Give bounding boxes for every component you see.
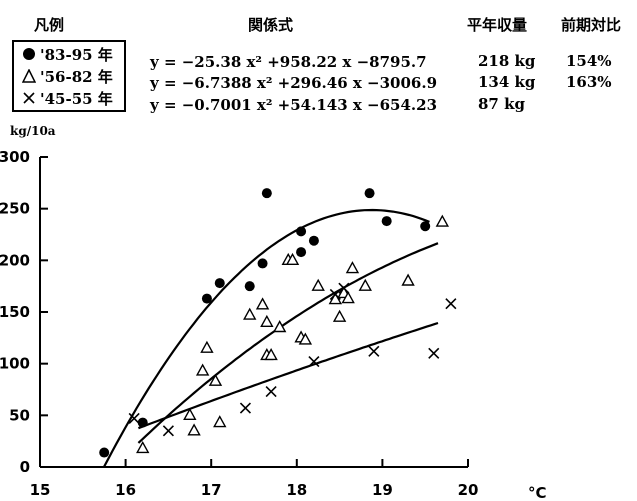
ratio-header: 前期対比: [561, 16, 622, 34]
x-tick-label: 18: [286, 481, 307, 499]
average-yield-header: 平年収量: [467, 16, 528, 34]
y-tick-label: 150: [0, 303, 30, 321]
point-circle: [261, 188, 272, 199]
formula-ratio: 154%: [566, 52, 612, 70]
formula-average-yield: 218 kg: [478, 52, 536, 70]
point-cross: [265, 386, 277, 398]
point-triangle: [187, 423, 201, 436]
legend-box: '83-95 年 '56-82 年 '45-55 年: [12, 40, 126, 112]
point-triangle: [136, 440, 150, 454]
formula-average-yield: 134 kg: [478, 73, 536, 91]
triangle-marker-icon: [18, 69, 40, 83]
formula-header: 関係式: [248, 16, 294, 34]
point-cross: [308, 356, 320, 368]
point-triangle: [243, 307, 257, 320]
point-circle: [214, 278, 225, 289]
y-tick-label: 200: [0, 251, 30, 269]
formula-equation: y = −0.7001 x² +54.143 x −654.23: [150, 96, 437, 114]
point-triangle: [358, 278, 372, 291]
x-tick-label: 17: [201, 481, 222, 499]
point-circle: [381, 216, 392, 227]
point-triangle: [285, 252, 300, 266]
formula-row-2: y = −6.7388 x² +296.46 x −3006.9: [150, 73, 450, 93]
point-circle: [244, 281, 255, 292]
point-triangle: [183, 407, 197, 421]
y-tick-label: 0: [20, 458, 30, 476]
point-cross: [162, 425, 174, 437]
legend-item-83-95: '83-95 年: [18, 44, 113, 64]
filled-circle-marker-icon: [18, 47, 40, 61]
axes: 0 50 100 150 200 250 300 15 16 17 18 19 20: [0, 148, 478, 499]
point-cross: [239, 402, 252, 414]
legend-label: '83-95 年: [40, 45, 113, 64]
point-triangle: [208, 373, 223, 386]
point-cross: [428, 347, 440, 359]
formula-row-3: y = −0.7001 x² +54.143 x −654.23: [150, 95, 450, 115]
point-cross: [338, 282, 350, 294]
x-axis-unit: °C: [528, 484, 547, 501]
point-circle: [308, 235, 319, 246]
x-tick-label: 19: [372, 481, 393, 499]
x-tick-label: 15: [30, 481, 51, 499]
point-cross: [445, 298, 457, 310]
formula-average-yield: 87 kg: [478, 95, 525, 113]
legend-label: '56-82 年: [40, 67, 113, 86]
point-triangle: [332, 309, 347, 322]
point-triangle: [328, 292, 343, 305]
point-triangle: [311, 278, 325, 291]
formula-equation: y = −25.38 x² +958.22 x −8795.7: [150, 53, 427, 71]
point-triangle: [401, 273, 415, 286]
point-triangle: [200, 340, 214, 353]
legend-item-45-55: '45-55 年: [18, 88, 113, 108]
point-triangle: [255, 297, 270, 310]
fit-curve-3: [137, 321, 439, 430]
y-tick-label: 50: [9, 406, 30, 424]
data-points: [99, 188, 457, 458]
fit-curves: [103, 208, 439, 468]
x-tick-label: 20: [458, 481, 479, 499]
point-circle: [420, 221, 431, 232]
cross-marker-icon: [18, 91, 40, 105]
y-tick-label: 250: [0, 200, 30, 218]
x-tick-label: 16: [115, 481, 136, 499]
fit-curve-1: [103, 208, 430, 468]
point-cross: [128, 412, 140, 424]
y-tick-label: 100: [0, 355, 30, 373]
point-circle: [137, 417, 148, 428]
point-triangle: [345, 261, 360, 274]
point-circle: [296, 247, 307, 258]
legend-header: 凡例: [34, 16, 65, 34]
point-cross: [329, 288, 341, 300]
y-tick-label: 300: [0, 148, 30, 166]
point-circle: [99, 447, 110, 458]
point-triangle: [195, 363, 210, 376]
y-axis-unit: kg/10a: [10, 124, 56, 138]
point-triangle: [298, 332, 313, 345]
point-triangle: [213, 415, 227, 428]
formula-ratio: 163%: [566, 73, 612, 91]
point-triangle: [260, 314, 274, 328]
point-cross: [368, 345, 380, 357]
point-circle: [257, 258, 268, 269]
fit-curve-2: [137, 242, 439, 444]
point-triangle: [341, 291, 355, 304]
formula-equation: y = −6.7388 x² +296.46 x −3006.9: [150, 74, 437, 92]
point-circle: [364, 188, 375, 199]
legend-item-56-82: '56-82 年: [18, 66, 113, 86]
point-triangle: [264, 347, 278, 361]
point-triangle: [435, 214, 450, 227]
legend-label: '45-55 年: [40, 89, 113, 108]
point-triangle: [272, 320, 287, 333]
point-circle: [201, 293, 212, 304]
point-circle: [296, 226, 307, 237]
formula-row-1: y = −25.38 x² +958.22 x −8795.7: [150, 52, 450, 72]
